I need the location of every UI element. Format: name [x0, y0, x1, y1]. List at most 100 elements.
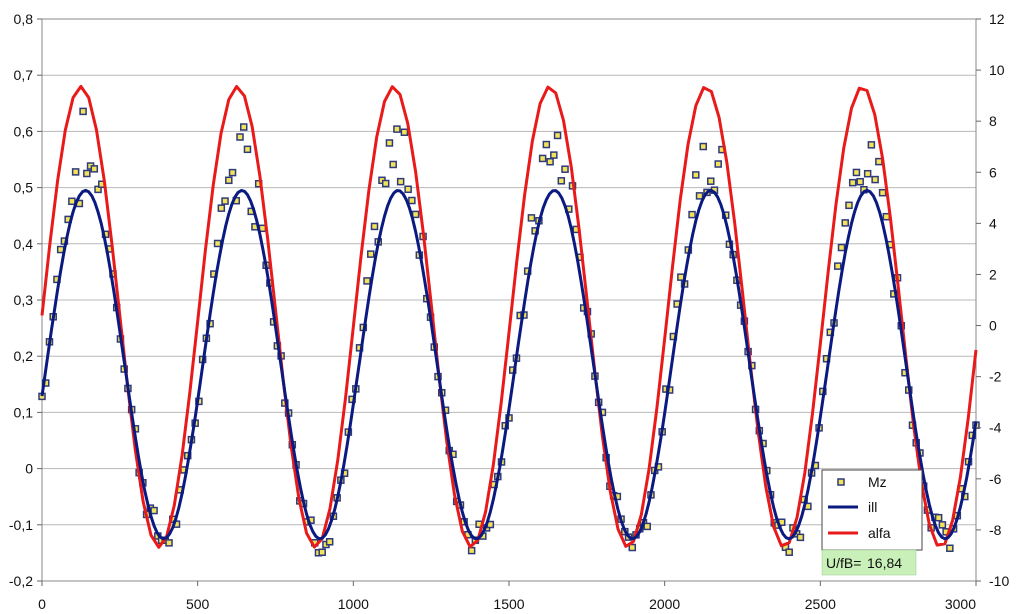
y-left-tick-label: 0: [25, 461, 33, 477]
mz-point: [561, 165, 569, 173]
mz-point: [400, 128, 409, 136]
mz-point: [834, 262, 842, 270]
y-right-tick-label: 8: [989, 113, 997, 129]
y-left-tick-label: 0,1: [14, 404, 34, 420]
mz-point: [867, 141, 876, 149]
mz-point: [90, 165, 99, 173]
mz-point: [863, 169, 872, 178]
y-right-tick-label: 10: [989, 62, 1005, 78]
mz-point: [934, 513, 943, 522]
y-left-tick-label: -0,2: [9, 573, 33, 589]
x-tick-label: 500: [186, 596, 210, 612]
mz-point: [213, 239, 222, 248]
x-axis: 0 500 1000 1500 2000 2500 3000: [38, 581, 977, 612]
mz-point: [404, 185, 412, 194]
mz-point: [243, 145, 252, 154]
mz-point: [845, 201, 853, 210]
y-left-tick-label: 0,3: [14, 292, 34, 308]
legend-label-ill: ill: [868, 499, 877, 515]
y-right-tick-label: 6: [989, 164, 997, 180]
mz-point: [706, 177, 715, 185]
mz-point: [228, 168, 237, 177]
mz-point: [150, 506, 158, 515]
mz-point: [408, 196, 416, 205]
mz-point: [367, 250, 375, 258]
y-left-tick-label: 0,6: [14, 123, 34, 139]
y-left-tick-label: 0,2: [14, 348, 34, 364]
mz-point: [796, 533, 805, 542]
x-tick-label: 2000: [649, 596, 680, 612]
x-tick-label: 2500: [805, 596, 836, 612]
mz-point: [325, 538, 334, 546]
y-right-tick-label: -8: [989, 522, 1002, 538]
mz-point: [411, 210, 420, 219]
legend: Mz ill alfa: [821, 469, 923, 551]
ratio-annotation: U/fB= 16,84: [821, 549, 917, 576]
mz-point: [841, 219, 849, 227]
mz-point: [938, 521, 947, 529]
mz-point: [692, 171, 700, 179]
mz-point: [852, 168, 861, 177]
legend-marker-mz: [837, 478, 845, 486]
mz-point: [239, 123, 248, 131]
legend-label-alfa: alfa: [868, 525, 891, 541]
y-left-tick-label: 0,5: [14, 180, 34, 196]
mz-point: [221, 197, 229, 205]
mz-point: [318, 548, 326, 556]
mz-point: [643, 522, 651, 531]
mz-point: [946, 544, 954, 553]
x-tick-label: 3000: [945, 596, 976, 612]
mz-point: [236, 133, 244, 141]
y-axis-right: 12 10 8 6 4 2 0 -2 -4 -6 -8 -10: [976, 11, 1009, 589]
mz-point: [225, 176, 233, 185]
y-right-tick-label: -4: [989, 420, 1002, 436]
y-left-tick-label: 0,8: [14, 11, 34, 27]
x-tick-label: 1500: [493, 596, 524, 612]
mz-point: [363, 277, 371, 285]
mz-point: [381, 179, 390, 188]
series-ill-line: [40, 188, 978, 541]
y-right-tick-label: 0: [989, 318, 997, 334]
mz-point: [389, 160, 397, 169]
y-right-tick-label: -10: [989, 573, 1009, 589]
legend-label-mz: Mz: [868, 474, 887, 490]
mz-point: [538, 154, 547, 163]
annotation-label: U/fB=: [826, 555, 861, 571]
mz-point: [875, 157, 883, 166]
series-layer: [38, 84, 980, 557]
mz-point: [542, 140, 551, 149]
mz-point: [553, 131, 562, 140]
mz-point: [878, 188, 887, 197]
mz-point: [699, 142, 708, 151]
mz-point: [871, 175, 879, 184]
series-alfa-line: [40, 84, 978, 549]
annotation-value: 16,84: [867, 555, 902, 571]
mz-point: [396, 177, 405, 186]
mz-point: [550, 151, 558, 159]
mz-point: [467, 546, 476, 555]
y-left-tick-label: 0,7: [14, 67, 34, 83]
mz-point: [546, 157, 554, 166]
mz-point: [695, 192, 704, 200]
y-left-tick-label: -0,1: [9, 517, 33, 533]
mz-point: [688, 210, 696, 219]
mz-point: [165, 539, 173, 547]
mz-point: [370, 222, 379, 231]
mz-point: [393, 125, 401, 133]
mz-point: [79, 107, 87, 116]
y-right-tick-label: -6: [989, 471, 1002, 487]
mz-point: [68, 197, 76, 206]
mz-point: [785, 548, 793, 556]
y-axis-left: 0,8 0,7 0,6 0,5 0,4 0,3 0,2 0,1 0 -0,1 -0,2: [9, 11, 42, 589]
mz-point: [714, 160, 722, 168]
mz-point: [83, 169, 91, 178]
mz-point: [217, 204, 226, 212]
x-tick-label: 1000: [338, 596, 369, 612]
y-right-tick-label: 4: [989, 215, 997, 231]
annotation-box: [821, 549, 917, 576]
mz-point: [71, 168, 80, 176]
mz-point: [385, 139, 394, 147]
mz-point: [557, 177, 566, 185]
y-right-tick-label: -2: [989, 369, 1002, 385]
y-right-tick-label: 12: [989, 11, 1005, 27]
